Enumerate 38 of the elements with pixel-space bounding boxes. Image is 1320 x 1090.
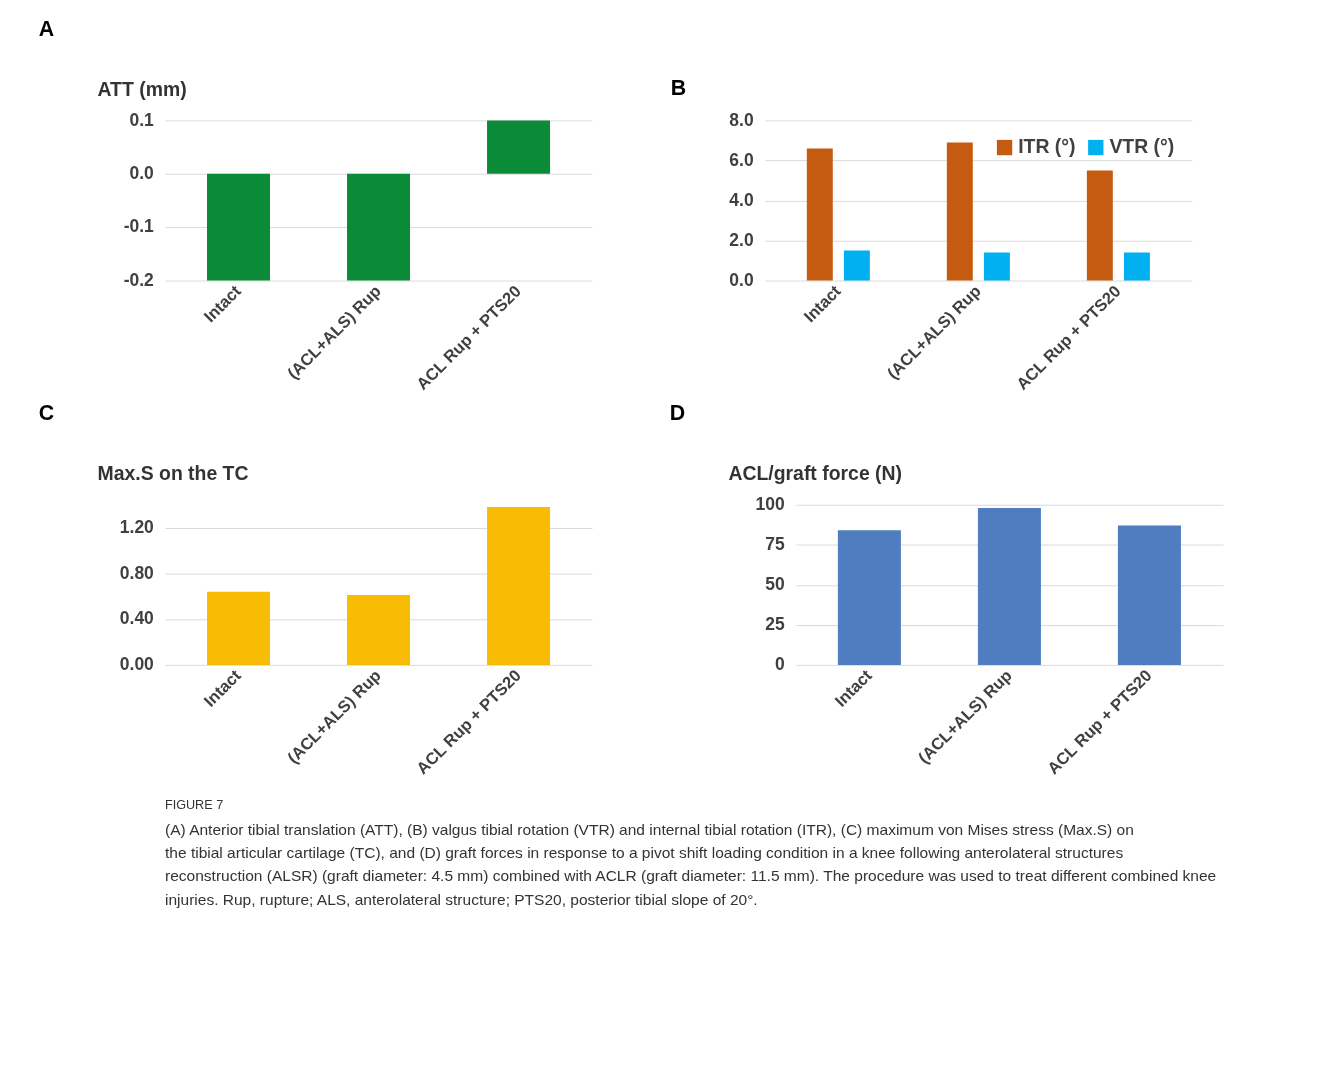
chart-title: D <box>669 401 686 426</box>
legend-label: ITR (°) <box>1018 135 1076 158</box>
y-tick-label: 0.00 <box>119 654 154 675</box>
y-tick-label: 25 <box>765 614 785 635</box>
y-tick-label: -0.1 <box>123 216 155 237</box>
y-tick-label: 0 <box>775 654 785 675</box>
text: (A) Anterior tibial translation (ATT), (B) valgus tibial rotation (VTR) and internal tibial rotation (ITR), (C) maximum von Mises stress (Max.S) on the tibial articular cartilage (TC), and (D) graft forces in response to a pivot shift loading condition in a knee following anterolateral structures reconstruction (ALSR) (graft diameter: 4.5 mm) combined with ACLR (graft diameter: 11.5 mm). The procedure was used to treat different combined knee injuries. Rup, rupture; ALS, anterolateral structure; PTS20, posterior tibial slope of 20°. <box>165 820 1217 908</box>
y-tick-label: -0.2 <box>123 269 155 290</box>
bar <box>347 595 411 665</box>
y-tick-label: 6.0 <box>729 149 754 170</box>
bar <box>983 252 1010 281</box>
y-tick-label: 0.40 <box>119 608 154 629</box>
bar <box>843 250 870 281</box>
y-tick-label: 0.0 <box>729 269 754 290</box>
chart-title: C <box>38 401 55 426</box>
caption: FIGURE 7 <box>165 797 224 812</box>
legend-label: VTR (°) <box>1109 135 1175 158</box>
bar <box>487 507 551 665</box>
y-tick-label: 75 <box>765 534 785 555</box>
y-tick-label: 8.0 <box>729 109 754 130</box>
y-tick-label: 50 <box>765 574 785 595</box>
y-axis-title: ATT (mm) <box>97 77 187 100</box>
bar <box>806 148 833 281</box>
y-tick-label: 2.0 <box>729 229 754 250</box>
bar <box>207 591 271 665</box>
chart-title: A <box>38 16 55 41</box>
y-tick-label: 0.1 <box>129 109 155 130</box>
bar <box>1123 252 1150 281</box>
y-axis-title: Max.S on the TC <box>97 461 249 484</box>
bar <box>946 142 973 281</box>
y-tick-label: 100 <box>755 494 785 515</box>
bar <box>1086 170 1113 281</box>
y-tick-label: 0.0 <box>129 163 154 184</box>
y-tick-label: 4.0 <box>729 189 754 210</box>
chart-title: B <box>670 76 687 101</box>
y-axis-title: ACL/graft force (N) <box>728 461 902 484</box>
y-tick-label: 0.80 <box>119 562 154 583</box>
y-tick-label: 1.20 <box>119 516 154 537</box>
